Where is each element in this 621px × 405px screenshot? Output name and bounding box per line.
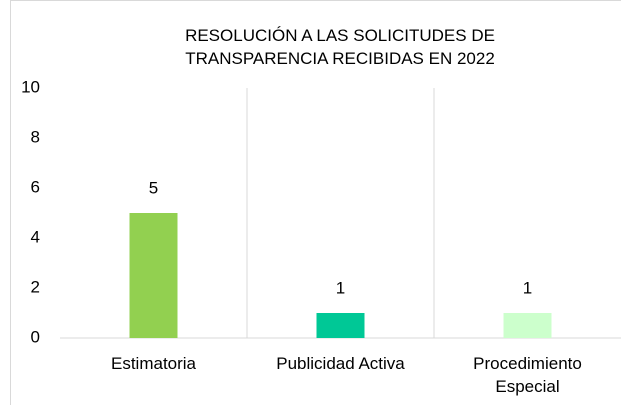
y-tick-label: 6 (31, 177, 40, 196)
y-tick-label: 2 (31, 277, 40, 296)
y-tick-label: 8 (31, 127, 40, 146)
y-tick-label: 0 (31, 327, 40, 346)
x-tick-label: Estimatoria (110, 354, 197, 373)
chart-title: RESOLUCIÓN A LAS SOLICITUDES DE TRANSPAR… (185, 26, 495, 68)
chart-border (10, 0, 621, 405)
bar (316, 313, 365, 338)
value-label: 5 (149, 178, 158, 197)
x-tick-label: Publicidad Activa (276, 354, 405, 373)
x-tick-label: Procedimiento Especial (473, 354, 582, 396)
bar (503, 313, 552, 338)
y-tick-label: 4 (31, 227, 40, 246)
value-label: 1 (336, 278, 345, 297)
bar (129, 213, 178, 338)
y-tick-label: 10 (21, 77, 40, 96)
value-label: 1 (523, 278, 532, 297)
